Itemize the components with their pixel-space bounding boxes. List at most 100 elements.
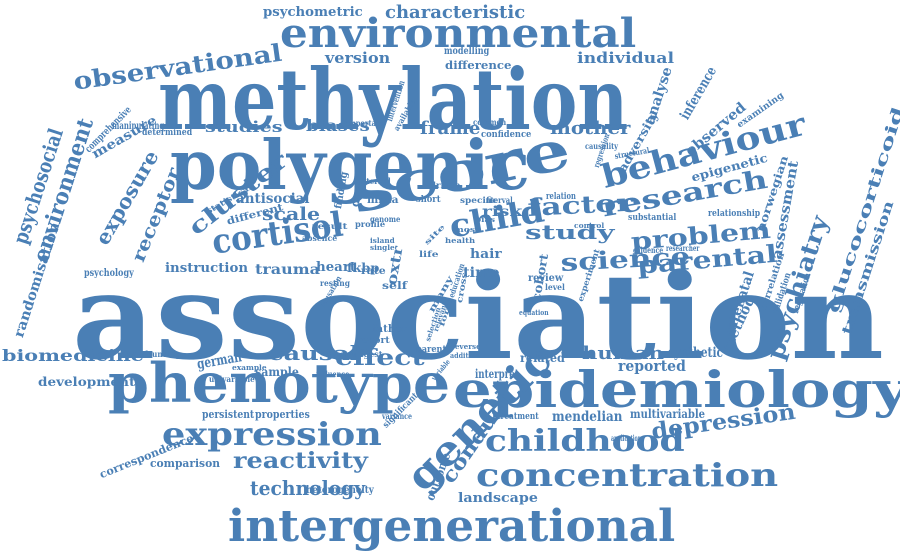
cloud-word: level (545, 282, 565, 292)
cloud-word: heterogeneity (306, 485, 374, 496)
cloud-word: equation (519, 308, 549, 317)
cloud-word: parent (416, 345, 447, 355)
cloud-word: biomedicine (2, 346, 144, 365)
cloud-word: landscape (458, 491, 538, 506)
cloud-word: risk (482, 204, 523, 220)
cloud-word: properties (255, 408, 310, 421)
cloud-word: interpret (475, 367, 519, 381)
cloud-word: reactivity (233, 448, 368, 474)
cloud-word: father (372, 324, 408, 335)
cloud-word: application (611, 433, 642, 443)
cloud-word: psychometric (263, 5, 363, 20)
cloud-word: relation (546, 192, 576, 202)
cloud-word: frame (420, 118, 481, 139)
cloud-word: version (325, 49, 391, 67)
cloud-word: most (454, 225, 480, 234)
cloud-word: influence (316, 369, 350, 379)
cloud-word: scale (262, 204, 321, 225)
cloud-word: development (38, 375, 136, 389)
cloud-word: fkbp (347, 261, 380, 275)
cloud-word: individual (577, 49, 675, 67)
cloud-word: driven (430, 180, 461, 190)
cloud-word: association (72, 247, 885, 386)
cloud-word: trauma (255, 262, 320, 278)
cloud-word: human (582, 343, 664, 364)
cloud-word: reported (618, 357, 686, 375)
cloud-word: maternal (354, 176, 391, 186)
cloud-word: important (346, 118, 385, 128)
cloud-word: antisocial (236, 191, 310, 207)
cloud-word: profile (355, 219, 386, 229)
cloud-word: time (463, 265, 500, 281)
cloud-word: heart (316, 260, 357, 275)
cloud-word: self (382, 281, 408, 292)
cloud-word: evidence (633, 245, 664, 255)
cloud-word: methylation (158, 50, 629, 149)
cloud-word: site (422, 222, 447, 247)
cloud-word: concentration (476, 456, 779, 494)
cloud-word: modelling (444, 46, 490, 57)
cloud-word: causality (585, 141, 618, 151)
cloud-word: relationship (708, 209, 761, 219)
cloud-word: reverse (451, 342, 481, 351)
cloud-word: interval (483, 195, 513, 205)
cloud-word: technology (250, 476, 366, 500)
cloud-word: single (370, 243, 395, 252)
cloud-word: control (574, 221, 605, 230)
cloud-word: genome (370, 214, 401, 224)
cloud-word: researcher (666, 243, 700, 253)
cloud-word: related (520, 351, 565, 365)
cloud-word: review (528, 273, 564, 284)
cloud-word: bias (475, 215, 496, 224)
cloud-word: polygenic (170, 126, 530, 206)
cloud-word: mother (550, 118, 631, 139)
cloud-word: health (445, 236, 476, 245)
cloud-word: sample (255, 365, 299, 379)
cloud-word: environmental (280, 10, 637, 57)
cloud-word: causal (268, 341, 360, 365)
cloud-word: confidence (481, 130, 532, 140)
cloud-word: mrna (367, 195, 399, 206)
cloud-word: psychology (84, 268, 134, 279)
cloud-word: common (473, 117, 507, 127)
cloud-word: example (232, 363, 267, 372)
cloud-word: study (525, 220, 615, 244)
cloud-word: resting (320, 278, 350, 288)
cloud-word: strongest (340, 349, 383, 359)
cloud-word: absence (302, 233, 338, 243)
cloud-word: addition (450, 351, 480, 360)
cloud-word: mendelian (552, 409, 623, 425)
cloud-word: effect (335, 345, 425, 371)
cloud-word: confounding (130, 349, 181, 359)
cloud-word: island (370, 236, 395, 245)
cloud-word: result (312, 221, 348, 231)
cloud-word: multivariable (630, 407, 706, 421)
cloud-word: hair (470, 247, 502, 262)
cloud-word: expression (162, 415, 382, 453)
cloud-word: short (416, 195, 441, 205)
cloud-word: univariable (209, 374, 255, 384)
cloud-word: report (357, 336, 390, 346)
cloud-word: intergenerational (228, 501, 676, 552)
cloud-word: rate (361, 266, 386, 277)
cloud-word: determined (142, 128, 193, 138)
cloud-word: biases (306, 116, 370, 135)
cloud-word: epidemiology (453, 360, 900, 419)
cloud-word: studies (205, 118, 283, 136)
cloud-word: difference (445, 59, 512, 72)
cloud-word: phenotype (108, 351, 451, 415)
cloud-word: factor (526, 187, 634, 222)
cloud-word: synthetic (668, 345, 724, 361)
cloud-word: childhood (485, 424, 685, 459)
cloud-word: instruction (165, 261, 249, 276)
cloud-word: life (419, 249, 439, 259)
cloud-word: characteristic (385, 2, 526, 23)
cloud-word: treatment (497, 412, 539, 422)
cloud-word: comparison (150, 457, 220, 470)
cloud-word: manipulating (112, 121, 165, 132)
cloud-word: substantial (628, 213, 677, 223)
cloud-word: persistent (202, 408, 255, 421)
cloud-word: inference (677, 64, 721, 123)
cloud-word: variance (382, 411, 413, 421)
